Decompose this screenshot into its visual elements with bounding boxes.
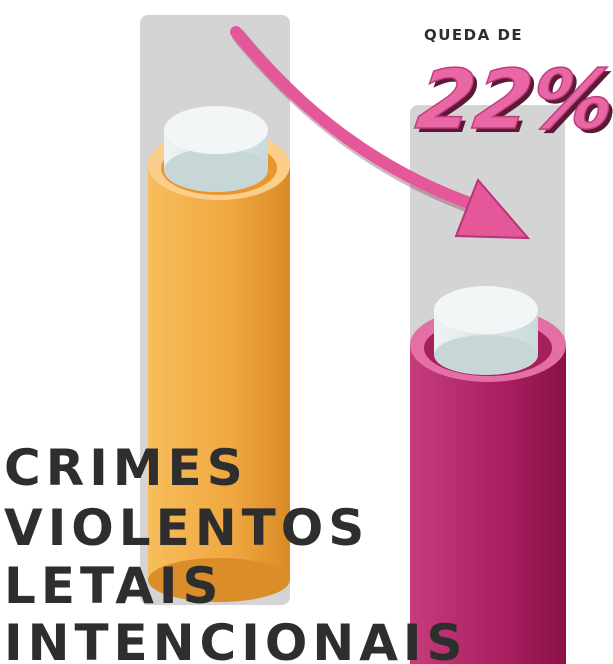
magenta-cylinder: [410, 286, 566, 664]
title-line: LETAIS: [4, 557, 224, 615]
title-line: INTENCIONAIS: [4, 614, 468, 664]
title-line: CRIMES: [4, 439, 248, 497]
badge-label: QUEDA DE: [424, 26, 523, 44]
title-line: VIOLENTOS: [4, 499, 369, 557]
badge-value: 22%: [411, 53, 613, 148]
infographic: QUEDA DE 22% 22% CRIMES VIOLENTOS LETAIS…: [0, 0, 613, 664]
